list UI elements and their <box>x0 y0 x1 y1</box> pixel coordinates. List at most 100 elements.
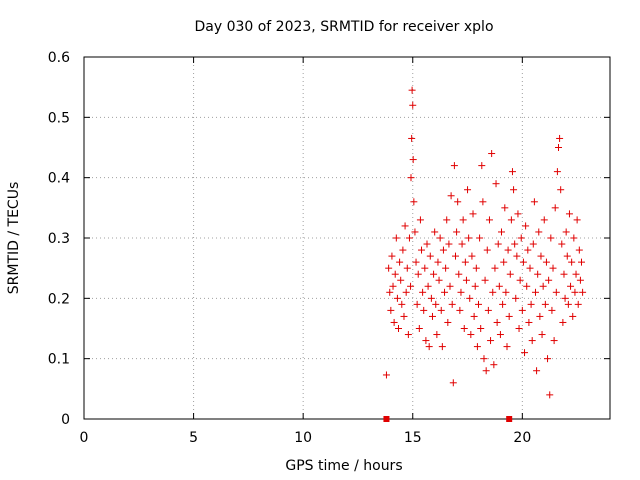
gridlines <box>84 57 610 419</box>
data-point <box>565 210 573 218</box>
data-point <box>459 216 467 224</box>
data-point <box>521 349 529 357</box>
data-point <box>419 288 427 296</box>
data-point <box>404 331 412 339</box>
data-point <box>515 325 523 332</box>
data-point <box>431 228 439 236</box>
data-point <box>461 258 469 266</box>
y-axis-ticks: 0 0.1 0.2 0.3 0.4 0.5 0.6 <box>48 50 610 428</box>
data-point <box>508 168 516 176</box>
data-point <box>455 270 463 278</box>
data-point <box>573 216 581 224</box>
data-point <box>454 198 462 206</box>
data-point <box>548 306 556 314</box>
data-point <box>386 288 394 296</box>
data-point <box>441 288 449 296</box>
data-point <box>407 174 415 182</box>
data-point <box>501 204 509 212</box>
data-point <box>557 186 565 194</box>
data-point <box>416 216 424 224</box>
data-point <box>538 331 546 339</box>
data-point <box>443 216 451 224</box>
x-tick-label: 15 <box>404 430 422 446</box>
data-point <box>513 252 521 260</box>
data-point <box>396 258 404 266</box>
data-point <box>546 391 554 399</box>
data-point <box>398 300 406 308</box>
data-point <box>467 331 475 339</box>
data-point <box>574 300 582 308</box>
data-point <box>503 343 511 351</box>
data-point <box>500 258 508 266</box>
data-point <box>466 294 474 302</box>
data-point <box>387 306 395 314</box>
data-point <box>568 258 576 266</box>
data-point <box>457 288 465 296</box>
data-point <box>382 371 390 379</box>
data-point <box>564 300 572 308</box>
data-point <box>553 168 561 176</box>
data-point <box>402 288 410 296</box>
y-tick-label: 0.6 <box>48 50 70 66</box>
plot-area-frame <box>83 56 611 420</box>
data-point <box>552 288 560 296</box>
data-point <box>539 282 547 290</box>
data-point <box>535 228 543 236</box>
data-point <box>572 270 580 278</box>
data-point <box>445 240 453 248</box>
x-tick-label: 20 <box>513 430 531 446</box>
data-point <box>524 246 532 254</box>
data-point <box>544 355 552 363</box>
data-point <box>462 276 470 284</box>
data-point <box>527 300 535 308</box>
data-point <box>448 300 456 308</box>
data-point <box>487 337 495 345</box>
y-tick-label: 0.3 <box>48 231 70 247</box>
data-point <box>479 198 487 206</box>
data-point <box>490 361 498 369</box>
data-point <box>430 270 438 278</box>
data-point <box>537 252 545 260</box>
data-point <box>530 198 538 206</box>
data-point <box>401 222 409 230</box>
data-point <box>510 186 518 194</box>
data-point <box>496 331 504 339</box>
data-point <box>563 252 571 260</box>
data-point <box>439 246 447 254</box>
data-point <box>562 228 570 236</box>
data-point <box>385 264 393 272</box>
data-point <box>389 282 397 290</box>
data-point <box>522 222 530 230</box>
data-point <box>559 318 567 326</box>
data-point <box>499 300 507 308</box>
data-point <box>449 379 457 387</box>
data-point <box>494 240 502 248</box>
data-point <box>427 294 435 302</box>
data-point <box>576 276 584 284</box>
data-point <box>421 264 429 272</box>
data-point <box>408 134 416 142</box>
data-point <box>558 240 566 248</box>
data-point <box>415 325 423 332</box>
data-point <box>409 101 417 109</box>
data-point <box>410 198 418 206</box>
data-point <box>450 162 458 170</box>
x-tick-label: 0 <box>80 430 89 446</box>
data-point <box>560 270 568 278</box>
data-point <box>434 258 442 266</box>
data-point <box>579 288 587 296</box>
data-point <box>458 240 466 248</box>
data-point <box>480 355 488 363</box>
data-point <box>425 343 433 351</box>
data-point <box>567 282 575 290</box>
data-point <box>446 282 454 290</box>
data-point <box>470 312 478 320</box>
data-point <box>456 306 464 314</box>
x-axis-ticks: 0 5 10 15 20 <box>80 57 531 446</box>
data-point <box>569 312 577 320</box>
data-point <box>433 331 441 339</box>
data-point <box>540 216 548 224</box>
data-point <box>388 252 396 260</box>
data-point <box>529 240 537 248</box>
